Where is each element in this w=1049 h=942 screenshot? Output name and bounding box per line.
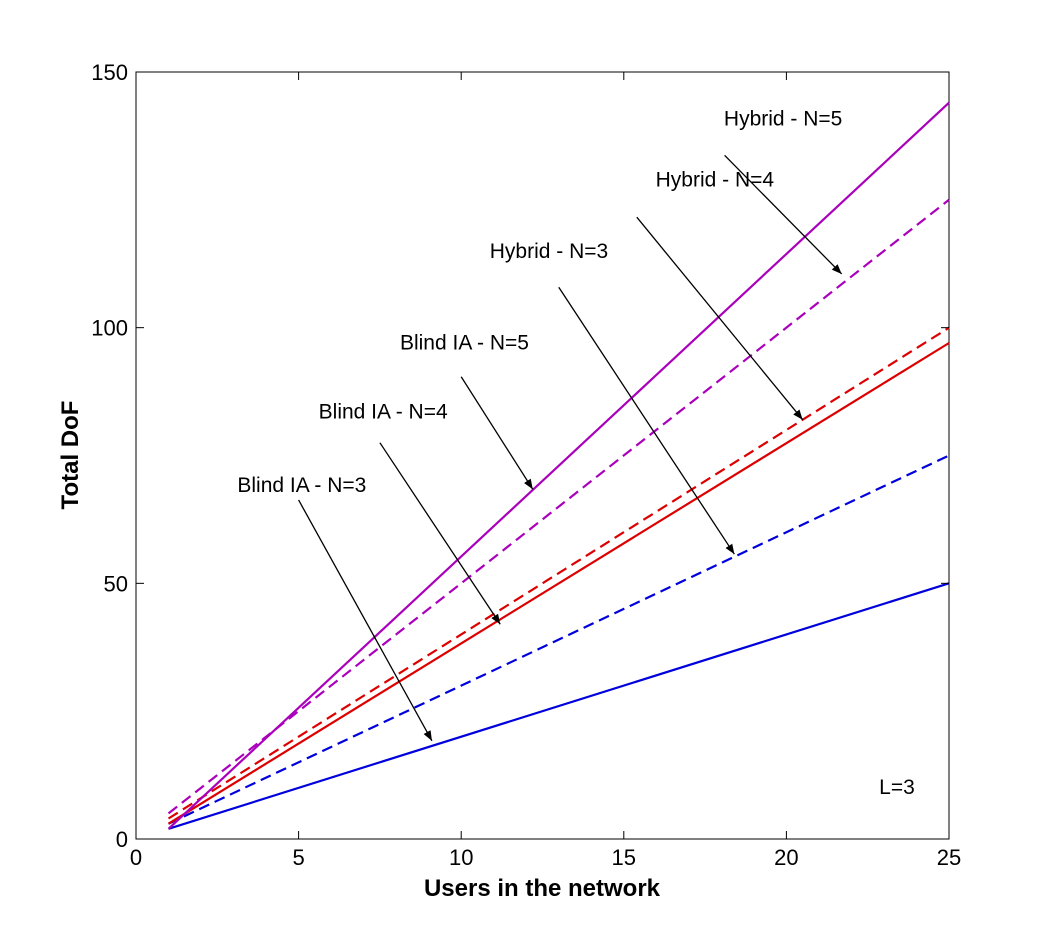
annotation-layer: Hybrid - N=5 Hybrid - N=4 Hybrid - N=3 Blin… <box>237 108 914 799</box>
annotation-arrow <box>558 286 735 555</box>
x-tick-label: 5 <box>292 845 304 870</box>
series-line-3-solid <box>167 342 950 825</box>
annotation-label: Blind IA - N=5 <box>400 332 529 355</box>
series-layer <box>167 101 950 830</box>
series-line-6-dashed <box>167 198 950 815</box>
y-axis-title: Total DoF <box>57 401 84 510</box>
annotation-arrow <box>636 216 804 421</box>
y-tick-label: 100 <box>91 316 128 341</box>
x-tick-label: 0 <box>130 845 142 870</box>
series-line-4-dashed <box>167 326 950 820</box>
annotation-label: Hybrid - N=4 <box>656 169 775 192</box>
annotation-label: Blind IA - N=4 <box>319 401 448 424</box>
annotation-label: Blind IA - N=3 <box>237 474 366 497</box>
x-tick-label: 20 <box>774 845 798 870</box>
y-tick-label: 0 <box>116 827 128 852</box>
annotation-arrow <box>460 376 534 490</box>
annotation-label: Hybrid - N=3 <box>490 240 608 263</box>
x-tick-label: 25 <box>937 845 961 870</box>
x-tick-label: 15 <box>612 845 636 870</box>
annotation-arrow <box>724 154 843 275</box>
y-tick-label: 150 <box>91 60 128 85</box>
annotation-label: Hybrid - N=5 <box>724 108 842 131</box>
plot-area <box>135 71 950 840</box>
x-axis-title: Users in the network <box>424 875 661 902</box>
annotation-arrow <box>298 499 433 742</box>
series-line-5-solid <box>167 101 950 830</box>
series-line-1-solid <box>168 582 950 830</box>
annotation-arrow <box>379 442 501 625</box>
y-tick-label: 50 <box>104 571 128 596</box>
x-tick-label: 10 <box>449 845 473 870</box>
series-line-2-dashed <box>168 454 950 825</box>
tick-layer: 0 5 10 15 20 25 0 50 100 150 <box>91 60 961 870</box>
annotation-label: L=3 <box>879 776 915 799</box>
